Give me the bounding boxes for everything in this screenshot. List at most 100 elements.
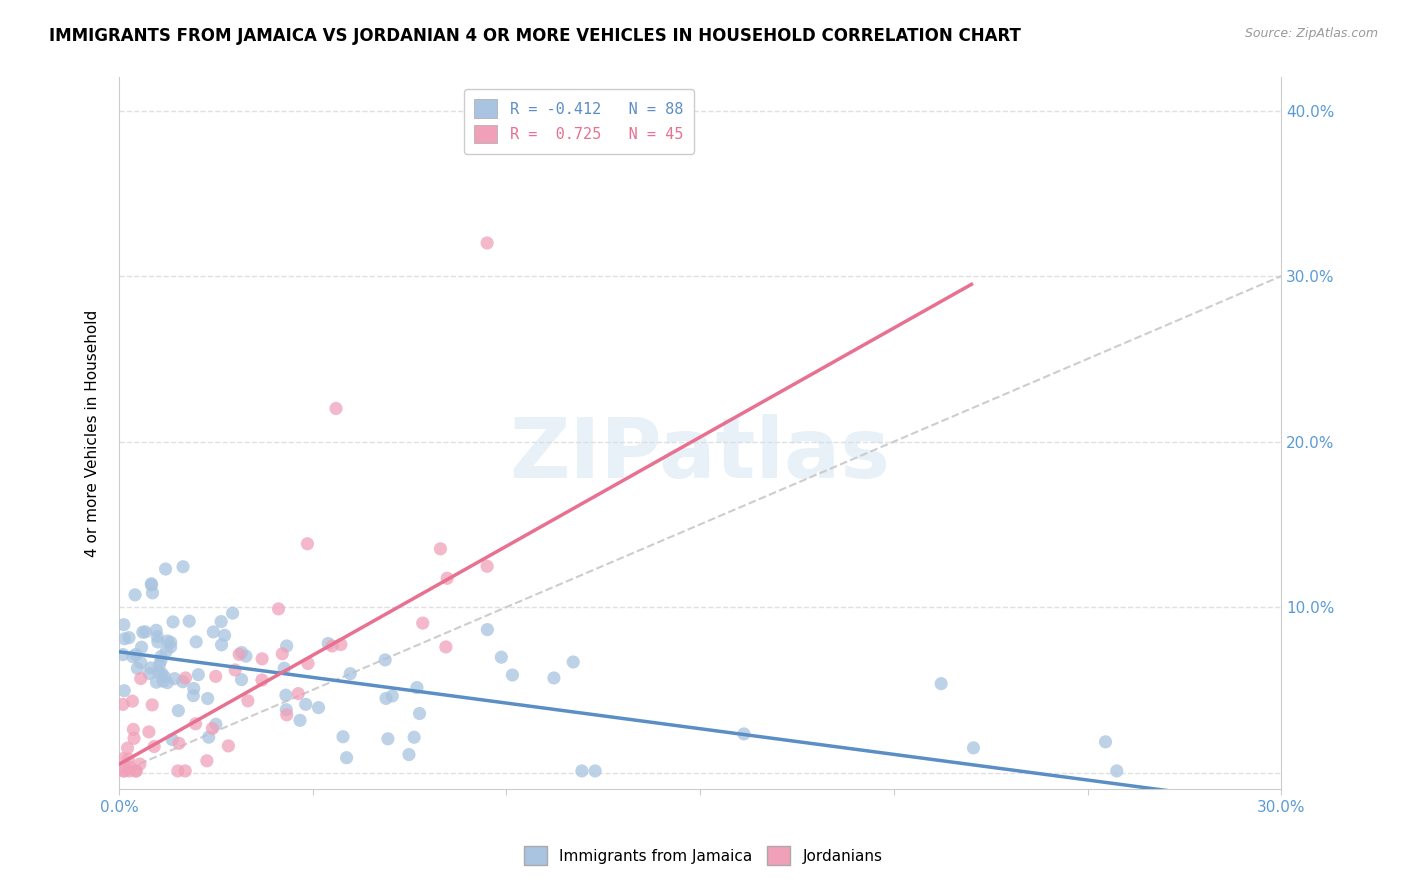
Point [145, 675, 167, 690]
Point [197, 730, 219, 744]
Point [148, 665, 170, 679]
Point [118, 760, 141, 774]
Point [733, 727, 755, 741]
Point [294, 698, 316, 712]
Point [172, 559, 194, 574]
Point [250, 652, 273, 666]
Point [112, 617, 135, 632]
Point [501, 668, 523, 682]
Point [141, 586, 163, 600]
Point [404, 731, 426, 745]
Point [160, 732, 183, 747]
Point [236, 694, 259, 708]
Point [118, 631, 141, 645]
Point [288, 714, 311, 728]
Point [271, 647, 294, 661]
Point [375, 691, 398, 706]
Legend: Immigrants from Jamaica, Jordanians: Immigrants from Jamaica, Jordanians [517, 840, 889, 871]
Point [122, 723, 145, 737]
Point [138, 666, 160, 681]
Point [325, 401, 347, 416]
Point [339, 666, 361, 681]
Point [543, 671, 565, 685]
Point [276, 703, 298, 717]
Point [214, 628, 236, 642]
Point [205, 717, 228, 731]
Point [132, 625, 155, 640]
Point [235, 649, 257, 664]
Point [224, 663, 246, 677]
Point [287, 687, 309, 701]
Point [276, 639, 298, 653]
Point [129, 757, 152, 772]
Point [562, 655, 585, 669]
Point [201, 722, 224, 736]
Point [114, 764, 136, 778]
Point [183, 689, 205, 703]
Point [172, 674, 194, 689]
Point [336, 750, 359, 764]
Point [134, 624, 156, 639]
Point [273, 661, 295, 675]
Point [204, 669, 226, 683]
Point [145, 624, 167, 638]
Text: IMMIGRANTS FROM JAMAICA VS JORDANIAN 4 OR MORE VEHICLES IN HOUSEHOLD CORRELATION: IMMIGRANTS FROM JAMAICA VS JORDANIAN 4 O… [49, 27, 1021, 45]
Point [571, 764, 593, 778]
Point [377, 731, 399, 746]
Point [156, 675, 179, 690]
Point [332, 730, 354, 744]
Point [114, 632, 136, 646]
Point [139, 661, 162, 675]
Point [141, 576, 163, 591]
Point [167, 704, 190, 718]
Point [111, 698, 134, 712]
Point [183, 681, 205, 696]
Point [174, 764, 197, 778]
Point [112, 683, 135, 698]
Point [228, 648, 250, 662]
Point [163, 672, 186, 686]
Point [381, 689, 404, 703]
Point [111, 648, 134, 662]
Point [117, 752, 139, 766]
Point [125, 764, 148, 778]
Point [217, 739, 239, 753]
Point [297, 537, 319, 551]
Point [231, 646, 253, 660]
Point [398, 747, 420, 762]
Point [131, 640, 153, 655]
Point [184, 716, 207, 731]
Point [475, 559, 498, 574]
Point [316, 636, 339, 650]
Point [187, 667, 209, 681]
Point [117, 741, 139, 756]
Text: Source: ZipAtlas.com: Source: ZipAtlas.com [1244, 27, 1378, 40]
Point [146, 635, 169, 649]
Point [150, 649, 173, 664]
Text: ZIPatlas: ZIPatlas [510, 414, 891, 495]
Point [121, 694, 143, 708]
Point [129, 672, 152, 686]
Point [159, 640, 181, 654]
Point [146, 630, 169, 644]
Point [122, 731, 145, 746]
Point [155, 562, 177, 576]
Point [491, 650, 513, 665]
Point [152, 674, 174, 689]
Point [141, 578, 163, 592]
Point [202, 624, 225, 639]
Point [122, 649, 145, 664]
Point [138, 724, 160, 739]
Point [436, 571, 458, 585]
Point [209, 615, 232, 629]
Point [162, 615, 184, 629]
Point [124, 588, 146, 602]
Point [276, 707, 298, 722]
Point [143, 739, 166, 754]
Point [1094, 735, 1116, 749]
Point [167, 764, 190, 778]
Point [111, 764, 134, 778]
Point [412, 616, 434, 631]
Point [929, 676, 952, 690]
Legend: R = -0.412   N = 88, R =  0.725   N = 45: R = -0.412 N = 88, R = 0.725 N = 45 [464, 88, 693, 154]
